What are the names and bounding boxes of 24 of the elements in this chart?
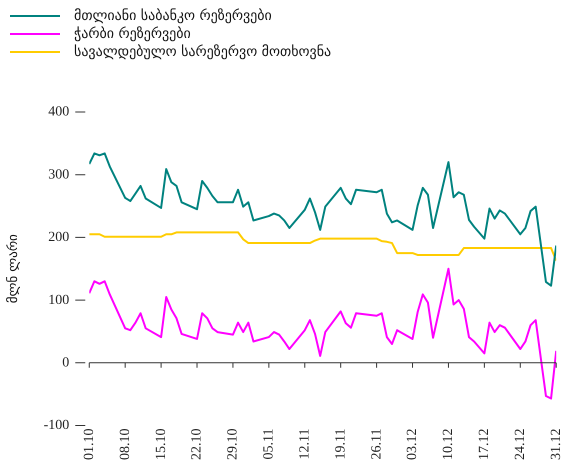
x-tick-label: 22.10 xyxy=(190,428,205,460)
x-tick-label: 05.11 xyxy=(262,428,277,460)
x-tick-label: 29.10 xyxy=(226,428,241,460)
y-tick-label: 200 xyxy=(48,230,70,246)
legend-label: სავალდებულო სარეზერვო მოთხოვნა xyxy=(74,44,332,60)
y-axis-title: მლნ ლარი xyxy=(6,234,22,304)
x-tick-label: 01.10 xyxy=(82,428,97,460)
x-tick-label: 03.12 xyxy=(405,428,420,460)
legend-label: მთლიანი საბანკო რეზერვები xyxy=(74,8,272,24)
legend-label: ჭარბი რეზერვები xyxy=(74,26,191,42)
y-tick-label: -100 xyxy=(44,418,70,434)
x-tick-label: 17.12 xyxy=(477,428,492,460)
x-tick-label: 24.12 xyxy=(512,428,528,460)
x-tick-label: 19.11 xyxy=(333,428,348,460)
x-tick-label: 26.11 xyxy=(369,428,384,460)
x-tick-label: 31.12 xyxy=(548,428,564,460)
x-tick-label: 12.11 xyxy=(297,428,312,460)
y-tick-label: 300 xyxy=(48,167,70,182)
x-tick-label: 08.10 xyxy=(118,428,133,460)
y-tick-label: 400 xyxy=(48,104,70,120)
y-tick-label: 100 xyxy=(48,292,70,308)
x-tick-label: 15.10 xyxy=(154,428,169,460)
x-tick-label: 10.12 xyxy=(441,428,456,460)
y-tick-label: 0 xyxy=(62,355,70,370)
